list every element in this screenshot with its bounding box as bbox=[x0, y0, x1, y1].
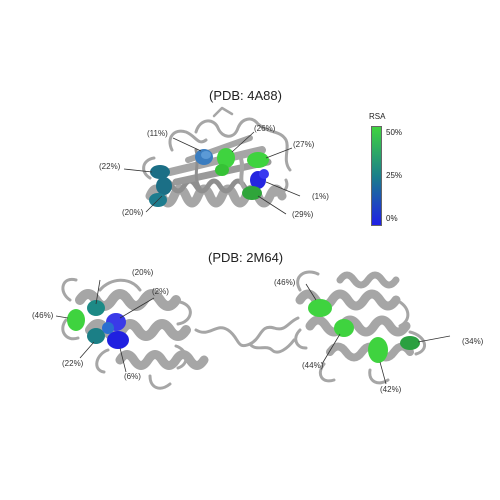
residue-2m64-6 bbox=[102, 322, 129, 349]
residue-2m64-22 bbox=[87, 328, 105, 344]
residue-2m64-20 bbox=[87, 300, 105, 316]
label-4a88-11: (11%) bbox=[147, 129, 168, 138]
label-4a88-29: (29%) bbox=[292, 210, 314, 219]
residue-2m64-34 bbox=[400, 336, 420, 350]
residue-4a88-22 bbox=[149, 165, 172, 207]
label-4a88-20: (20%) bbox=[122, 208, 144, 217]
protein-4a88-ribbon bbox=[142, 106, 292, 208]
leader-lines-2m64 bbox=[55, 279, 451, 385]
residue-4a88-11 bbox=[195, 149, 213, 165]
label-2m64-20: (20%) bbox=[132, 268, 154, 277]
title-4a88: (PDB: 4A88) bbox=[209, 88, 282, 103]
label-4a88-1: (1%) bbox=[312, 192, 329, 201]
colorbar-tick-50: 50% bbox=[386, 128, 403, 137]
label-2m64-2: (2%) bbox=[152, 287, 169, 296]
residue-2m64-46-right bbox=[308, 299, 332, 317]
residue-4a88-27 bbox=[247, 152, 269, 168]
label-2m64-6: (6%) bbox=[124, 372, 141, 381]
residue-4a88-1 bbox=[250, 169, 269, 189]
rsa-colorbar bbox=[371, 126, 382, 226]
label-2m64-42: (42%) bbox=[380, 385, 402, 394]
leader-lines-4a88 bbox=[123, 131, 301, 215]
label-4a88-22: (22%) bbox=[99, 162, 121, 171]
protein-2m64-linker bbox=[194, 316, 300, 354]
residue-4a88-26 bbox=[215, 148, 235, 176]
label-2m64-22: (22%) bbox=[62, 359, 84, 368]
label-2m64-46-left: (46%) bbox=[32, 311, 54, 320]
colorbar-tick-0: 0% bbox=[386, 214, 398, 223]
residue-2m64-42 bbox=[368, 337, 388, 363]
label-4a88-26: (26%) bbox=[254, 124, 276, 133]
residue-2m64-44 bbox=[334, 319, 354, 337]
residue-4a88-29 bbox=[242, 186, 262, 200]
residue-2m64-46-left bbox=[67, 309, 85, 331]
title-2m64: (PDB: 2M64) bbox=[208, 250, 284, 265]
label-4a88-27: (27%) bbox=[293, 140, 315, 149]
label-2m64-34: (34%) bbox=[462, 337, 484, 346]
label-2m64-44: (44%) bbox=[302, 361, 324, 370]
colorbar-tick-25: 25% bbox=[386, 171, 403, 180]
label-2m64-46-right: (46%) bbox=[274, 278, 296, 287]
colorbar-title: RSA bbox=[369, 112, 386, 121]
